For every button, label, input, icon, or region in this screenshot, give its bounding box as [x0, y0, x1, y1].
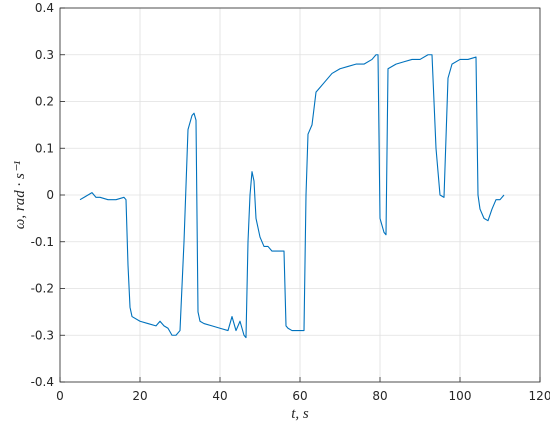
x-tick-label: 60: [292, 389, 307, 403]
axes-box: [59, 7, 541, 383]
y-tick-label: 0.1: [35, 141, 54, 155]
y-tick-label: -0.2: [31, 282, 54, 296]
x-tick-label: 120: [529, 389, 550, 403]
x-axis-label: t, s: [291, 406, 309, 422]
y-tick-label: 0: [46, 188, 54, 202]
y-tick-label: -0.4: [31, 375, 54, 389]
x-tick-label: 80: [372, 389, 387, 403]
y-axis-label: ω, rad · s⁻¹: [12, 160, 28, 229]
x-tick-label: 40: [212, 389, 227, 403]
x-tick-label: 100: [449, 389, 472, 403]
y-tick-label: 0.2: [35, 95, 54, 109]
y-tick-label: 0.4: [35, 1, 54, 15]
y-tick-label: -0.3: [31, 328, 54, 342]
tick-labels: 0 20 40 60 80 100 120 -0.4 -0.3 -0.2 -0.1 0 0.1 0.2 0.…: [31, 1, 550, 403]
data-line: [79, 54, 505, 339]
y-tick-label: -0.1: [31, 235, 54, 249]
plot: [79, 54, 505, 339]
y-tick-label: 0.3: [35, 48, 54, 62]
x-tick-label: 20: [132, 389, 147, 403]
x-tick-label: 0: [56, 389, 64, 403]
